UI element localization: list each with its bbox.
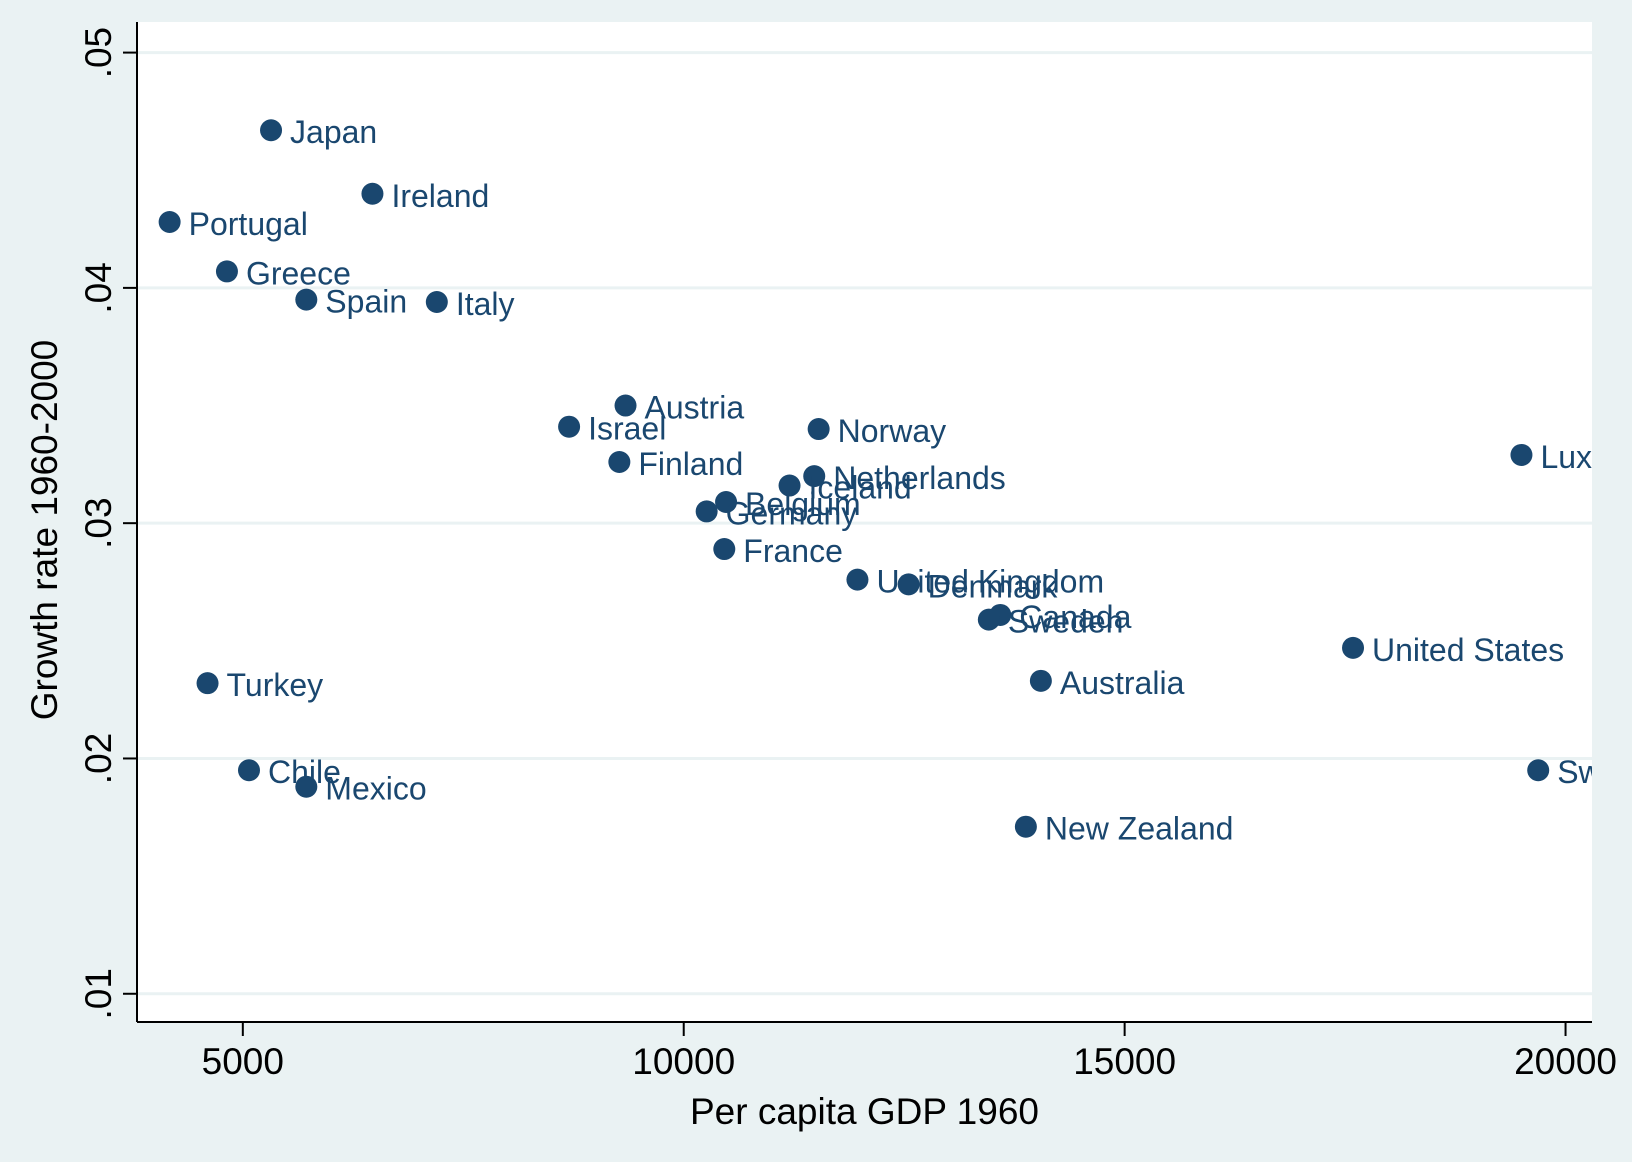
point-label: Netherlands: [833, 460, 1006, 496]
point-label: Turkey: [227, 667, 324, 703]
scatter-point: [778, 474, 801, 497]
scatter-point: [260, 119, 283, 142]
scatter-point: [425, 291, 448, 313]
scatter-point: [558, 415, 581, 438]
point-label: Mexico: [325, 771, 426, 807]
point-label: Canada: [1019, 599, 1131, 635]
scatter-point: [695, 500, 718, 523]
y-tick-label: .04: [78, 262, 119, 313]
point-label: Luxembourg: [1540, 439, 1632, 475]
scatter-point: [608, 451, 631, 473]
point-label: Israel: [588, 411, 666, 447]
point-label: Australia: [1060, 665, 1185, 701]
scatter-point: [237, 759, 260, 782]
axes: .01 .02 .03 .04 .05 5000 10000 15000 20000: [78, 22, 1617, 1082]
point-label: Belgium: [745, 486, 861, 522]
scatter-point: [1527, 759, 1550, 782]
x-tick-label: 10000: [632, 1041, 735, 1082]
point-label: Germany: [726, 495, 858, 531]
y-axis-title: Growth rate 1960-2000: [24, 340, 65, 721]
y-tick-label: .03: [78, 497, 119, 548]
point-label: France: [743, 533, 843, 569]
scatter-point: [614, 394, 637, 417]
point-label: New Zealand: [1045, 811, 1234, 847]
scatter-point: [977, 608, 1000, 631]
scatter-point: [807, 418, 830, 441]
scatter-point: [295, 775, 318, 798]
y-tick-label: .05: [78, 27, 119, 78]
y-tick-label: .02: [78, 733, 119, 784]
scatter-point: [196, 672, 219, 695]
point-label: Ireland: [391, 178, 489, 214]
scatter-point: [1510, 443, 1533, 466]
point-label: Denmark: [928, 568, 1059, 604]
x-tick-label: 20000: [1514, 1041, 1617, 1082]
point-label: Portugal: [189, 206, 308, 242]
scatter-point: [361, 182, 384, 205]
point-label: Switzerland: [1557, 754, 1632, 790]
x-tick-label: 15000: [1073, 1041, 1176, 1082]
scatter-point: [295, 288, 318, 311]
gridlines: [137, 51, 1592, 996]
point-label: Japan: [290, 114, 377, 150]
x-tick-label: 5000: [202, 1041, 284, 1082]
point-label: Norway: [838, 413, 946, 449]
scatter-point: [215, 260, 238, 283]
point-label: Iceland: [809, 470, 912, 506]
point-label: Spain: [325, 284, 407, 320]
point-label: Sweden: [1008, 604, 1124, 640]
scatter-point: [897, 573, 920, 596]
point-label: Italy: [456, 286, 515, 322]
scatter-point: [803, 465, 826, 488]
point-label: United States: [1372, 632, 1564, 668]
x-axis-title: Per capita GDP 1960: [690, 1091, 1039, 1132]
scatter-point: [1342, 636, 1365, 659]
scatter-point: [846, 568, 869, 591]
point-label: Greece: [246, 255, 351, 291]
scatter-point: [1014, 815, 1037, 838]
y-tick-label: .01: [78, 968, 119, 1019]
point-label: Finland: [638, 446, 743, 482]
scatter-point: [715, 491, 738, 513]
point-label: Austria: [645, 390, 745, 426]
scatter-point: [713, 538, 736, 561]
scatter-point: [1029, 669, 1052, 692]
scatter-point: [158, 211, 181, 233]
